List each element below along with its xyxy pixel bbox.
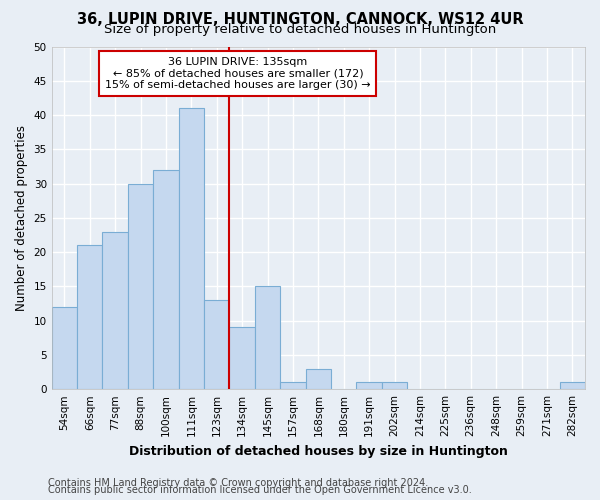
Text: Size of property relative to detached houses in Huntington: Size of property relative to detached ho… [104,22,496,36]
Bar [382,382,407,389]
Bar [255,286,280,389]
Bar [128,184,153,389]
Bar [356,382,382,389]
Bar [153,170,179,389]
Text: Contains HM Land Registry data © Crown copyright and database right 2024.: Contains HM Land Registry data © Crown c… [48,478,428,488]
Text: Contains public sector information licensed under the Open Government Licence v3: Contains public sector information licen… [48,485,472,495]
Bar [560,382,585,389]
Bar [179,108,204,389]
Bar [204,300,229,389]
Bar [229,328,255,389]
Bar [103,232,128,389]
Text: 36, LUPIN DRIVE, HUNTINGTON, CANNOCK, WS12 4UR: 36, LUPIN DRIVE, HUNTINGTON, CANNOCK, WS… [77,12,523,28]
Bar [52,307,77,389]
X-axis label: Distribution of detached houses by size in Huntington: Distribution of detached houses by size … [129,444,508,458]
Y-axis label: Number of detached properties: Number of detached properties [15,125,28,311]
Bar [280,382,305,389]
Bar [77,246,103,389]
Bar [305,368,331,389]
Text: 36 LUPIN DRIVE: 135sqm
← 85% of detached houses are smaller (172)
15% of semi-de: 36 LUPIN DRIVE: 135sqm ← 85% of detached… [105,57,371,90]
